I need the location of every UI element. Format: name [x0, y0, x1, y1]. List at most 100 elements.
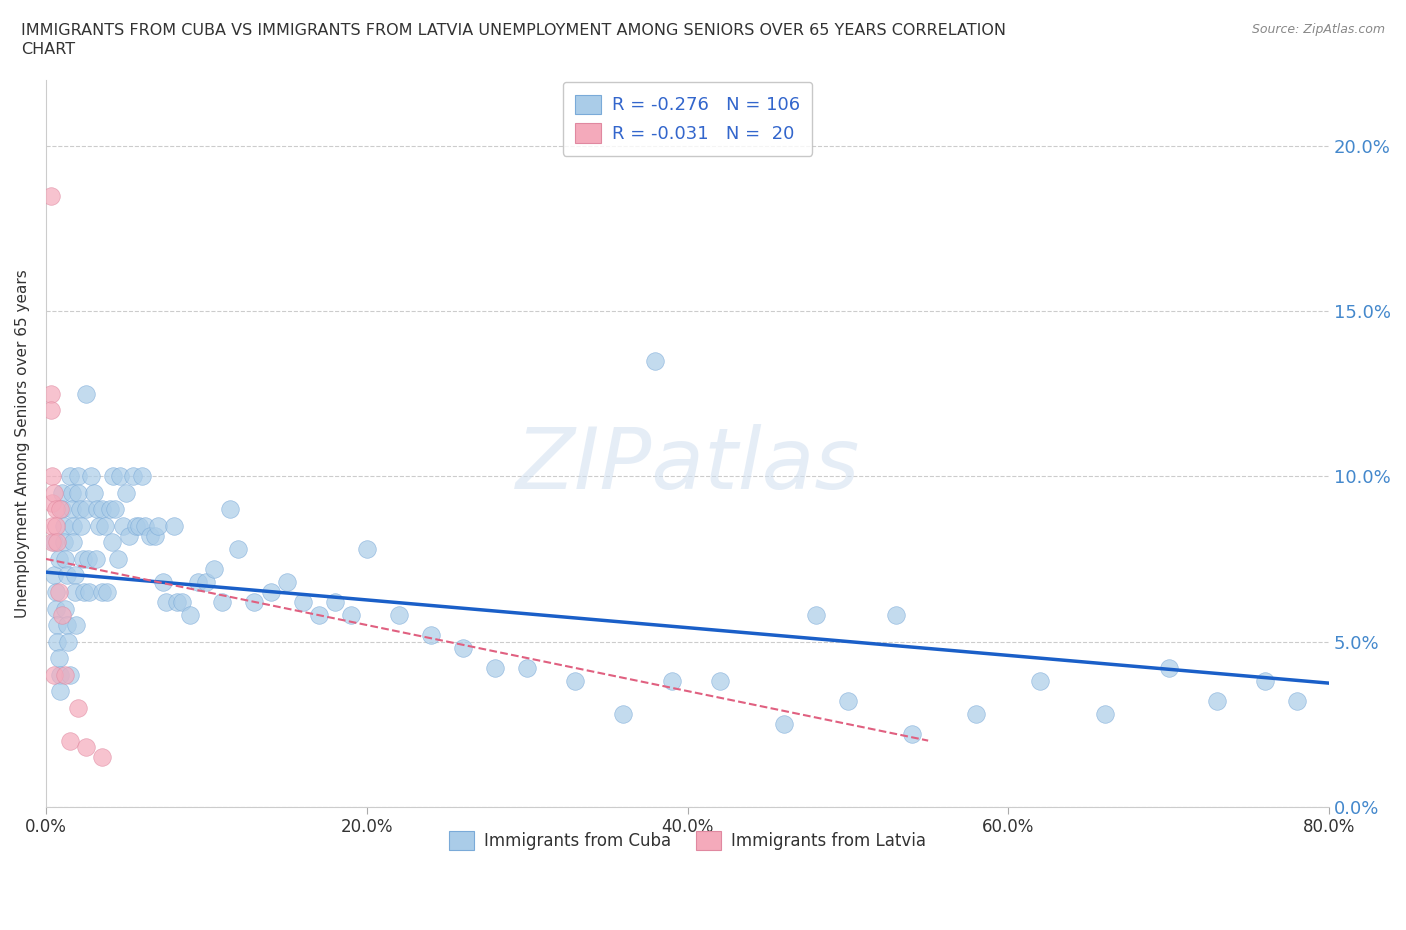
Point [172, 594, 194, 609]
Point [644, 353, 666, 368]
Point [59, 667, 82, 682]
Point [41, 519, 63, 534]
Point [308, 607, 330, 622]
Point [51, 485, 73, 500]
Point [243, 594, 266, 609]
Point [965, 707, 987, 722]
Point [139, 528, 162, 543]
Point [131, 469, 153, 484]
Point [115, 485, 138, 500]
Point [41, 469, 63, 484]
Point [45, 519, 67, 534]
Point [53, 601, 76, 616]
Point [96, 585, 118, 600]
Point [39, 403, 62, 418]
Point [94, 519, 117, 534]
Point [219, 502, 242, 517]
Point [1286, 694, 1309, 709]
Point [51, 607, 73, 622]
Point [72, 551, 94, 566]
Text: IMMIGRANTS FROM CUBA VS IMMIGRANTS FROM LATVIA UNEMPLOYMENT AMONG SENIORS OVER 6: IMMIGRANTS FROM CUBA VS IMMIGRANTS FROM … [21, 23, 1007, 38]
Point [46, 535, 69, 550]
Point [48, 651, 70, 666]
Point [39, 188, 62, 203]
Point [166, 594, 188, 609]
Point [80, 469, 103, 484]
Point [41, 496, 63, 511]
Point [91, 585, 114, 600]
Point [42, 667, 65, 682]
Point [67, 700, 90, 715]
Point [276, 575, 298, 590]
Point [53, 551, 76, 566]
Point [291, 594, 314, 609]
Point [837, 694, 859, 709]
Point [100, 535, 122, 550]
Point [259, 585, 281, 600]
Point [884, 607, 907, 622]
Point [46, 634, 69, 649]
Point [121, 469, 143, 484]
Point [77, 585, 100, 600]
Point [339, 607, 361, 622]
Point [709, 673, 731, 688]
Point [83, 485, 105, 500]
Point [104, 502, 127, 517]
Point [52, 519, 75, 534]
Point [75, 502, 97, 517]
Point [187, 575, 209, 590]
Point [125, 519, 148, 534]
Point [60, 485, 83, 500]
Point [564, 673, 586, 688]
Point [195, 575, 218, 590]
Point [45, 585, 67, 600]
Point [76, 551, 98, 566]
Point [53, 667, 76, 682]
Point [48, 585, 70, 600]
Point [202, 562, 225, 577]
Point [228, 541, 250, 556]
Point [56, 568, 79, 583]
Point [419, 628, 441, 643]
Point [134, 519, 156, 534]
Point [108, 469, 131, 484]
Legend: Immigrants from Cuba, Immigrants from Latvia: Immigrants from Cuba, Immigrants from La… [439, 821, 936, 860]
Point [56, 618, 79, 632]
Point [87, 519, 110, 534]
Point [75, 386, 97, 401]
Point [155, 594, 177, 609]
Point [98, 502, 121, 517]
Point [103, 469, 125, 484]
Point [75, 739, 97, 754]
Point [516, 660, 538, 675]
Point [59, 733, 82, 748]
Point [65, 618, 87, 632]
Point [1094, 707, 1116, 722]
Point [45, 601, 67, 616]
Point [901, 726, 924, 741]
Point [91, 502, 114, 517]
Point [69, 502, 91, 517]
Point [39, 386, 62, 401]
Point [49, 667, 72, 682]
Point [41, 535, 63, 550]
Point [42, 535, 65, 550]
Point [42, 485, 65, 500]
Point [772, 717, 794, 732]
Point [451, 641, 474, 656]
Point [84, 551, 107, 566]
Point [1254, 673, 1277, 688]
Point [62, 535, 84, 550]
Point [388, 607, 411, 622]
Point [128, 519, 150, 534]
Point [323, 594, 346, 609]
Point [59, 469, 82, 484]
Point [143, 528, 166, 543]
Point [356, 541, 378, 556]
Point [484, 660, 506, 675]
Point [211, 594, 233, 609]
Point [91, 750, 114, 764]
Point [1029, 673, 1052, 688]
Point [86, 502, 108, 517]
Point [60, 502, 83, 517]
